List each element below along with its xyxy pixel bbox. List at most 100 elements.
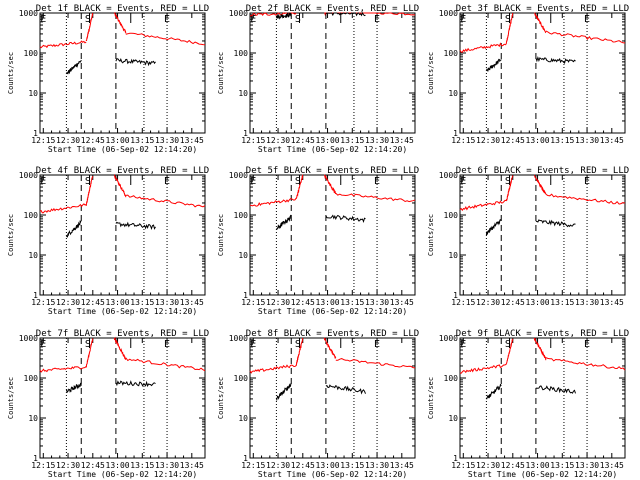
x-tick-label: 13:00	[316, 136, 340, 145]
event-marker-label: E	[460, 176, 466, 187]
y-axis-label: Counts/sec	[217, 52, 225, 94]
y-tick-label: 1000	[229, 334, 248, 343]
lld-series-line	[505, 175, 514, 202]
events-series-line	[325, 384, 366, 395]
y-tick-label: 1	[243, 129, 248, 138]
event-marker-label: E	[40, 339, 46, 350]
event-marker-label: E	[40, 14, 46, 25]
x-tick-label: 12:45	[501, 461, 525, 470]
plot-frame	[249, 12, 416, 134]
panel-det-8: Det 8f BLACK = Events, RED = LLD 1 10 100 10…	[217, 329, 419, 479]
lld-series-line	[113, 11, 127, 34]
plot-frame	[249, 174, 416, 296]
events-series-line	[535, 385, 576, 394]
lld-series-line	[125, 357, 206, 372]
y-tick-label: 10	[28, 251, 38, 260]
y-tick-label: 1000	[19, 334, 38, 343]
events-series-line	[115, 380, 156, 388]
panel-det-1: Det 1f BLACK = Events, RED = LLD 1 10 100 10…	[7, 4, 209, 154]
y-tick-label: 1000	[229, 9, 248, 18]
panel-title: Det 7f BLACK = Events, RED = LLD	[36, 329, 209, 339]
events-series-line	[325, 214, 366, 223]
plot-frame	[459, 337, 626, 459]
x-tick-label: 13:45	[180, 461, 204, 470]
x-tick-label: 13:15	[130, 136, 154, 145]
event-marker-label: S	[295, 14, 301, 25]
x-axis-label: Start Time (06-Sep-02 12:14:20)	[48, 307, 197, 316]
lld-series-line	[506, 338, 514, 365]
x-tick-label: 12:15	[451, 136, 475, 145]
event-marker-label: S	[85, 339, 91, 350]
event-marker-label: E	[250, 14, 256, 25]
x-tick-label: 12:15	[31, 136, 55, 145]
event-marker-label: E	[374, 14, 380, 25]
lld-series-line	[295, 337, 304, 366]
y-axis-label: Counts/sec	[217, 377, 225, 419]
plot-frame	[459, 12, 626, 134]
plot-frame	[459, 174, 626, 296]
events-series-line	[325, 11, 366, 17]
lld-series-line	[533, 337, 547, 361]
x-tick-label: 13:00	[106, 136, 130, 145]
panel-det-5: Det 5f BLACK = Events, RED = LLD 1 10 100 10…	[217, 166, 419, 316]
panel-title: Det 6f BLACK = Events, RED = LLD	[456, 166, 629, 176]
event-marker-label: E	[250, 176, 256, 187]
events-series-line	[115, 221, 156, 230]
x-tick-label: 13:15	[130, 461, 154, 470]
lld-series-line	[505, 12, 514, 45]
x-tick-label: 13:30	[575, 461, 599, 470]
x-tick-label: 12:15	[451, 461, 475, 470]
x-tick-label: 13:15	[340, 136, 364, 145]
x-tick-label: 13:15	[550, 136, 574, 145]
lld-series-line	[545, 193, 626, 205]
event-marker-label: E	[374, 176, 380, 187]
events-series-line	[535, 219, 576, 228]
x-tick-label: 13:30	[365, 461, 389, 470]
y-axis-label: Counts/sec	[7, 377, 15, 419]
x-tick-label: 13:30	[575, 298, 599, 307]
event-marker-label: E	[460, 14, 466, 25]
y-tick-label: 1000	[19, 171, 38, 180]
x-tick-label: 12:30	[56, 298, 80, 307]
y-tick-label: 100	[444, 211, 459, 220]
y-tick-label: 10	[238, 251, 248, 260]
x-tick-label: 12:45	[291, 136, 315, 145]
x-tick-label: 12:30	[476, 298, 500, 307]
x-tick-label: 13:45	[180, 136, 204, 145]
x-tick-label: 12:45	[501, 298, 525, 307]
x-tick-label: 13:30	[155, 298, 179, 307]
x-tick-label: 12:30	[56, 461, 80, 470]
lld-series-line	[125, 32, 206, 46]
event-marker-label: E	[460, 339, 466, 350]
lld-series-line	[39, 203, 87, 214]
events-series-line	[486, 58, 502, 72]
x-tick-label: 12:30	[476, 461, 500, 470]
x-tick-label: 12:45	[81, 136, 105, 145]
lld-series-line	[459, 42, 507, 53]
y-tick-label: 100	[444, 374, 459, 383]
event-marker-label: E	[164, 14, 170, 25]
y-tick-label: 1000	[439, 171, 458, 180]
x-tick-label: 13:15	[550, 298, 574, 307]
x-tick-label: 13:00	[526, 461, 550, 470]
lld-series-line	[545, 30, 626, 44]
x-tick-label: 13:00	[106, 298, 130, 307]
lld-series-line	[113, 336, 127, 360]
x-tick-label: 13:45	[390, 461, 414, 470]
event-marker-label: E	[164, 339, 170, 350]
x-tick-label: 12:30	[266, 136, 290, 145]
y-tick-label: 1000	[439, 9, 458, 18]
panel-title: Det 9f BLACK = Events, RED = LLD	[456, 329, 629, 339]
lld-series-line	[249, 12, 297, 17]
event-marker-label: E	[584, 176, 590, 187]
panel-title: Det 2f BLACK = Events, RED = LLD	[246, 4, 419, 14]
y-axis-label: Counts/sec	[7, 52, 15, 94]
x-tick-label: 12:45	[81, 298, 105, 307]
y-tick-label: 1	[33, 129, 38, 138]
event-marker-label: S	[505, 14, 511, 25]
x-tick-label: 12:30	[56, 136, 80, 145]
x-tick-label: 12:30	[266, 298, 290, 307]
lld-series-line	[545, 357, 626, 371]
x-tick-label: 13:30	[365, 136, 389, 145]
x-tick-label: 13:00	[316, 461, 340, 470]
